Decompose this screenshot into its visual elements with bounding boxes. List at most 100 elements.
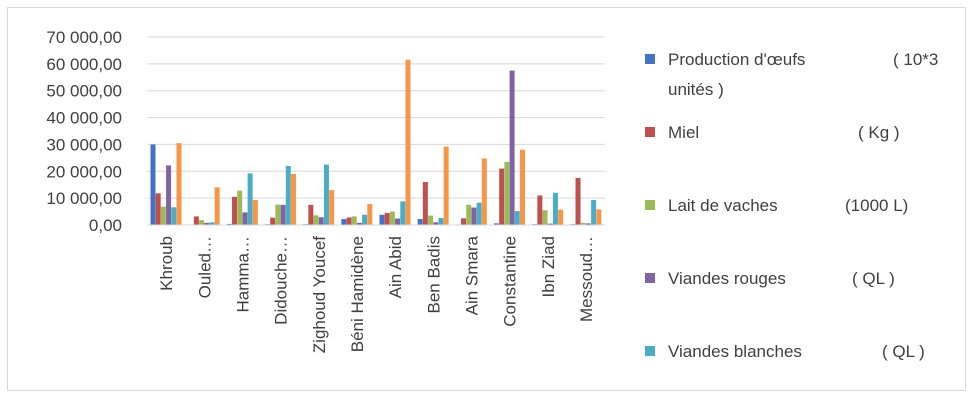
bar bbox=[346, 217, 352, 225]
x-tick-label: Didouche… bbox=[272, 236, 291, 325]
bar bbox=[270, 217, 276, 225]
bar bbox=[580, 222, 586, 225]
bar bbox=[323, 164, 329, 225]
x-tick-label: Khroub bbox=[157, 236, 176, 291]
bar bbox=[341, 219, 347, 225]
bar bbox=[367, 204, 373, 225]
bar bbox=[329, 190, 335, 225]
bar bbox=[362, 214, 368, 225]
bar bbox=[542, 210, 548, 225]
bar bbox=[514, 211, 520, 225]
legend-label: Lait de vaches bbox=[668, 196, 778, 215]
bar bbox=[395, 218, 401, 225]
legend-swatch bbox=[645, 346, 655, 356]
bar bbox=[237, 190, 243, 225]
legend-label: Viandes rouges bbox=[668, 269, 786, 288]
bar bbox=[384, 212, 390, 225]
bar bbox=[575, 178, 581, 225]
y-tick-label: 40 000,00 bbox=[46, 109, 122, 128]
bar bbox=[209, 222, 215, 225]
legend-unit: (1000 L) bbox=[845, 196, 908, 215]
bar bbox=[193, 216, 199, 225]
bar bbox=[226, 223, 232, 225]
legend-unit: ( 10*3 bbox=[893, 50, 938, 69]
bar bbox=[290, 173, 296, 225]
bar bbox=[499, 168, 505, 225]
x-tick-label: Ibn Ziad bbox=[539, 236, 558, 297]
y-axis-tick-labels: 0,00 10 000,00 20 000,00 30 000,00 40 000,00… bbox=[46, 28, 122, 235]
bar bbox=[232, 196, 238, 225]
bar bbox=[356, 222, 362, 225]
bar bbox=[591, 200, 597, 225]
legend-unit: unités ) bbox=[668, 80, 724, 99]
bar bbox=[150, 144, 156, 225]
bar bbox=[308, 204, 314, 225]
x-tick-label: Ben Badis bbox=[424, 236, 443, 314]
legend: Production d'œufs ( 10*3 unités ) Miel ( Kg … bbox=[645, 50, 938, 361]
bar bbox=[461, 218, 467, 225]
x-tick-label: Messoud… bbox=[577, 236, 596, 322]
bar bbox=[405, 59, 411, 226]
legend-label: Miel bbox=[668, 123, 699, 142]
bar bbox=[280, 204, 286, 225]
legend-unit: ( QL ) bbox=[882, 342, 925, 361]
bar bbox=[247, 173, 253, 225]
x-tick-label: Constantine bbox=[501, 236, 520, 327]
bar bbox=[438, 218, 444, 225]
bar bbox=[552, 192, 558, 225]
x-tick-label: Ouled… bbox=[195, 236, 214, 298]
bar bbox=[519, 149, 525, 225]
legend-label: Production d'œufs bbox=[668, 50, 805, 69]
bar bbox=[275, 204, 281, 225]
bar bbox=[417, 219, 423, 225]
legend-swatch bbox=[645, 127, 655, 137]
gridlines bbox=[147, 36, 605, 199]
bar bbox=[585, 223, 591, 225]
x-tick-label: Béni Hamidène bbox=[348, 236, 367, 352]
x-tick-label: Ain Abid bbox=[386, 236, 405, 298]
bar bbox=[313, 215, 319, 225]
bar bbox=[466, 204, 472, 225]
legend-swatch bbox=[645, 200, 655, 210]
legend-unit: ( QL ) bbox=[852, 269, 895, 288]
legend-unit: ( Kg ) bbox=[858, 123, 900, 142]
bar bbox=[379, 214, 385, 225]
bar bbox=[476, 202, 482, 225]
bar bbox=[171, 207, 177, 225]
y-tick-label: 60 000,00 bbox=[46, 55, 122, 74]
bar bbox=[318, 217, 324, 225]
bar bbox=[400, 201, 406, 225]
x-tick-label: Hamma… bbox=[233, 236, 252, 313]
bar bbox=[596, 209, 602, 225]
bar bbox=[199, 220, 205, 225]
bar bbox=[204, 222, 210, 225]
bar bbox=[537, 195, 543, 225]
y-tick-label: 0,00 bbox=[89, 216, 122, 235]
bar bbox=[351, 216, 357, 225]
bar bbox=[285, 165, 291, 225]
bar bbox=[160, 206, 166, 225]
bar bbox=[214, 187, 220, 225]
bar bbox=[389, 211, 395, 225]
bar bbox=[252, 200, 258, 225]
bar bbox=[176, 143, 182, 225]
bar bbox=[242, 212, 248, 225]
bar bbox=[504, 161, 510, 225]
bar bbox=[471, 207, 477, 225]
y-tick-label: 70 000,00 bbox=[46, 28, 122, 47]
bar bbox=[558, 209, 564, 225]
bar bbox=[155, 193, 161, 225]
x-tick-label: Zighoud Youcef bbox=[310, 236, 329, 353]
y-tick-label: 10 000,00 bbox=[46, 189, 122, 208]
legend-label: Viandes blanches bbox=[668, 342, 802, 361]
legend-swatch bbox=[645, 54, 655, 64]
bar bbox=[547, 223, 553, 225]
bar bbox=[481, 158, 487, 225]
x-tick-label: Ain Smara bbox=[462, 235, 481, 315]
bar bbox=[433, 222, 439, 225]
bar bbox=[422, 182, 428, 225]
y-tick-label: 50 000,00 bbox=[46, 82, 122, 101]
bar bbox=[509, 70, 515, 225]
x-axis-tick-labels: Khroub Ouled… Hamma… Didouche… Zighoud Youce… bbox=[157, 235, 596, 353]
